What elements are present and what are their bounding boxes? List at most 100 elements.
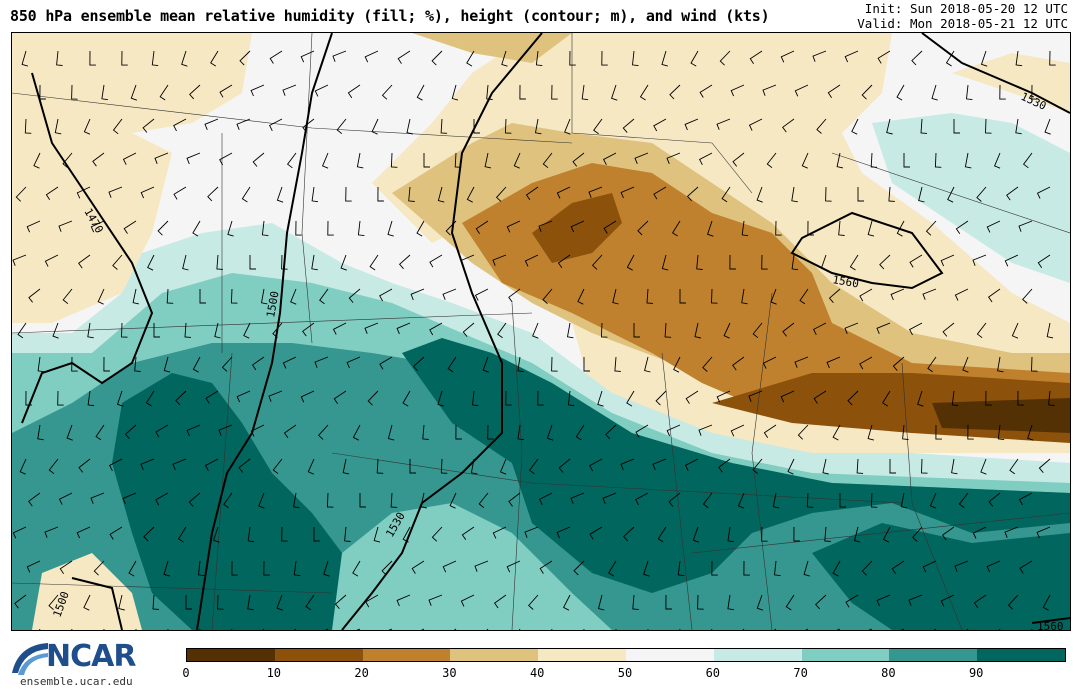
wind-barb — [506, 560, 521, 573]
wind-barb — [748, 390, 763, 402]
contour-label: 1500 — [264, 290, 281, 318]
wind-barb — [605, 424, 617, 440]
wind-barb — [551, 84, 558, 100]
wind-barb — [54, 118, 62, 135]
wind-barb — [782, 118, 795, 133]
rh-region-40-50 — [32, 553, 142, 630]
wind-barb — [994, 152, 1001, 169]
wind-barb — [997, 424, 1005, 441]
wind-barb — [692, 526, 700, 543]
colorbar-segment — [450, 649, 539, 661]
wind-barb — [593, 118, 603, 135]
wind-barb — [716, 118, 731, 130]
wind-barb — [283, 424, 297, 439]
wind-barb — [276, 594, 283, 611]
wind-barb — [59, 560, 73, 574]
wind-barb — [184, 322, 192, 338]
wind-barb — [33, 152, 41, 169]
wind-barb — [281, 254, 288, 270]
wind-barb — [513, 152, 521, 169]
wind-barb — [879, 254, 891, 270]
wind-barb — [847, 390, 859, 406]
wind-barb — [493, 594, 507, 609]
wind-barb — [877, 50, 891, 64]
wind-barb — [302, 118, 315, 133]
wind-barb — [791, 186, 798, 203]
wind-barb — [698, 152, 713, 166]
wind-barb — [83, 594, 91, 611]
wind-barb — [28, 288, 41, 303]
wind-barb — [223, 492, 233, 509]
rh-region-90-100 — [112, 373, 342, 630]
wind-barb — [332, 50, 347, 62]
border-line — [661, 352, 693, 630]
wind-barb — [15, 186, 27, 202]
wind-barb — [732, 152, 745, 167]
wind-barb — [142, 118, 155, 133]
wind-barb — [210, 50, 219, 67]
wind-barb — [677, 560, 685, 577]
wind-barb — [581, 84, 589, 101]
valid-time: Valid: Mon 2018-05-21 12 UTC — [857, 16, 1068, 31]
wind-barb — [918, 186, 925, 203]
wind-barb — [591, 254, 603, 270]
wind-barb — [575, 424, 585, 441]
wind-barb — [487, 424, 494, 440]
wind-barb — [440, 118, 448, 134]
wind-barb — [997, 356, 1004, 373]
wind-barb — [373, 526, 381, 543]
wind-barb — [455, 424, 462, 440]
wind-barb — [633, 323, 640, 338]
wind-barb — [947, 186, 955, 203]
wind-barb — [666, 152, 681, 164]
wind-barb — [381, 84, 393, 100]
wind-barb — [917, 390, 924, 407]
contour-1560-se — [1031, 617, 1070, 624]
wind-barb — [711, 288, 718, 304]
wind-barb — [657, 526, 667, 543]
wind-barb — [1007, 594, 1019, 610]
wind-barb — [661, 254, 669, 271]
wind-barb — [221, 356, 233, 372]
wind-barb — [935, 424, 942, 440]
wind-barb — [132, 288, 139, 305]
wind-barb — [276, 186, 284, 203]
wind-barb — [367, 390, 379, 406]
wind-barb — [121, 50, 128, 66]
wind-barb — [666, 424, 681, 437]
wind-barb — [24, 118, 32, 134]
wind-barb — [466, 50, 475, 67]
wind-barb — [359, 493, 366, 508]
wind-barb — [876, 322, 891, 334]
wind-barb — [416, 220, 425, 237]
wind-barb — [719, 50, 731, 66]
wind-barb — [824, 526, 831, 542]
wind-barb — [597, 390, 604, 407]
wind-barb — [562, 594, 571, 611]
wind-barb — [1036, 526, 1051, 539]
wind-barb — [1018, 492, 1033, 506]
wind-barb — [985, 118, 992, 134]
wind-barb — [390, 492, 398, 508]
wind-barb — [896, 220, 905, 237]
wind-barb — [155, 492, 169, 506]
wind-barb — [12, 254, 27, 266]
wind-barb — [684, 118, 699, 131]
wind-barb — [730, 84, 745, 97]
wind-barb — [644, 356, 651, 373]
wind-barb — [268, 118, 283, 132]
wind-barb — [78, 254, 91, 269]
wind-barb — [699, 84, 713, 98]
wind-barb — [295, 220, 302, 236]
wind-barb — [364, 50, 379, 63]
wind-barb — [573, 560, 585, 576]
colorbar-tick-label: 50 — [617, 666, 633, 680]
wind-barb — [124, 424, 137, 440]
wind-barb — [260, 288, 268, 305]
wind-barb — [157, 220, 169, 236]
wind-barb — [409, 459, 416, 474]
wind-barb — [247, 526, 255, 543]
wind-barb — [62, 152, 73, 168]
wind-barb — [851, 118, 859, 135]
wind-barb — [56, 50, 63, 66]
